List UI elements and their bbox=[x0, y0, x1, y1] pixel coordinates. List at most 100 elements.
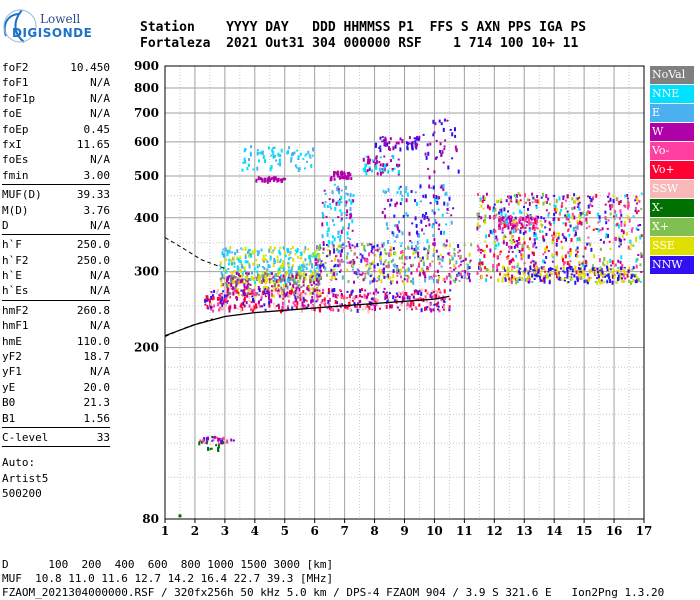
trace-point bbox=[316, 289, 319, 292]
trace-point bbox=[333, 272, 336, 276]
trace-point bbox=[337, 249, 340, 254]
trace-point bbox=[546, 246, 548, 249]
trace-point bbox=[598, 278, 600, 283]
trace-point bbox=[325, 255, 328, 258]
trace-point bbox=[210, 308, 213, 311]
trace-point bbox=[265, 281, 268, 285]
trace-point bbox=[333, 223, 336, 226]
trace-point bbox=[431, 209, 434, 213]
trace-point bbox=[449, 274, 452, 279]
trace-point bbox=[385, 297, 388, 300]
trace-point bbox=[434, 275, 437, 277]
trace-point bbox=[370, 243, 373, 246]
trace-point bbox=[326, 230, 329, 233]
trace-point bbox=[270, 251, 273, 254]
trace-point bbox=[242, 301, 245, 306]
trace-point bbox=[460, 260, 463, 263]
trace-point bbox=[302, 283, 305, 285]
trace-point bbox=[399, 147, 402, 152]
trace-point bbox=[216, 291, 219, 295]
trace-point bbox=[361, 308, 364, 311]
trace-point bbox=[615, 214, 618, 217]
trace-point bbox=[547, 249, 550, 252]
legend-item: Vo+ bbox=[650, 161, 694, 179]
param-row: h`Es N/A bbox=[2, 283, 110, 298]
trace-point bbox=[213, 304, 216, 308]
trace-point bbox=[371, 245, 374, 250]
trace-point bbox=[332, 269, 335, 272]
trace-point bbox=[332, 293, 335, 298]
trace-point bbox=[234, 285, 237, 290]
trace-point bbox=[508, 260, 511, 265]
trace-point bbox=[444, 298, 447, 301]
trace-point bbox=[270, 299, 273, 304]
trace-point bbox=[329, 309, 332, 312]
trace-point bbox=[236, 277, 239, 281]
trace-point bbox=[288, 266, 290, 269]
trace-point bbox=[361, 288, 363, 292]
trace-point bbox=[575, 225, 578, 230]
trace-point bbox=[528, 218, 531, 223]
trace-point bbox=[229, 246, 232, 250]
trace-point bbox=[518, 270, 521, 274]
trace-point bbox=[255, 303, 257, 307]
trace-point bbox=[317, 284, 320, 287]
trace-point bbox=[284, 294, 287, 298]
trace-point bbox=[272, 281, 275, 284]
trace-point bbox=[260, 274, 263, 278]
param-value: N/A bbox=[90, 153, 110, 167]
trace-point bbox=[319, 295, 322, 298]
trace-point bbox=[282, 301, 284, 306]
trace-point bbox=[397, 158, 400, 161]
trace-point bbox=[629, 239, 632, 244]
trace-point bbox=[591, 264, 594, 269]
trace-point bbox=[289, 256, 292, 259]
trace-point bbox=[562, 196, 565, 201]
trace-point bbox=[438, 295, 441, 299]
trace-point bbox=[422, 194, 425, 198]
legend-item: NNW bbox=[650, 256, 694, 274]
trace-point bbox=[611, 203, 614, 208]
trace-point bbox=[419, 296, 422, 301]
trace-point bbox=[492, 206, 495, 211]
trace-point bbox=[333, 183, 336, 186]
trace-point bbox=[239, 304, 242, 308]
trace-point bbox=[251, 292, 254, 295]
trace-point bbox=[314, 253, 317, 255]
trace-point bbox=[253, 305, 256, 310]
trace-point bbox=[605, 221, 608, 225]
trace-point bbox=[433, 131, 436, 134]
trace-point bbox=[426, 292, 429, 295]
trace-point bbox=[567, 228, 570, 231]
trace-point bbox=[220, 283, 223, 288]
x-tick-label: 5 bbox=[281, 524, 289, 538]
trace-point bbox=[248, 304, 251, 307]
trace-point bbox=[391, 168, 394, 170]
trace-point bbox=[432, 242, 435, 246]
trace-point bbox=[428, 223, 431, 227]
trace-point bbox=[275, 282, 278, 285]
trace-point bbox=[288, 279, 290, 284]
trace-point bbox=[547, 213, 550, 217]
header-labels: Station YYYY DAY DDD HHMMSS P1 FFS S AXN… bbox=[140, 20, 587, 35]
trace-point bbox=[605, 236, 608, 239]
trace-point bbox=[635, 211, 638, 215]
trace-point bbox=[333, 237, 336, 242]
trace-point bbox=[277, 272, 280, 276]
trace-point bbox=[219, 299, 222, 303]
trace-point bbox=[604, 210, 607, 214]
trace-point bbox=[315, 300, 318, 303]
trace-point bbox=[404, 190, 407, 194]
profile-dashed-upper bbox=[164, 237, 226, 269]
trace-point bbox=[387, 240, 389, 244]
param-value: N/A bbox=[90, 319, 110, 333]
trace-point bbox=[519, 229, 522, 234]
trace-point bbox=[495, 235, 498, 240]
trace-point bbox=[598, 219, 601, 223]
trace-point bbox=[537, 201, 540, 204]
trace-point bbox=[441, 150, 444, 155]
trace-point bbox=[569, 266, 572, 271]
trace-point bbox=[321, 213, 324, 218]
trace-point bbox=[496, 268, 499, 272]
trace-point bbox=[300, 286, 303, 288]
